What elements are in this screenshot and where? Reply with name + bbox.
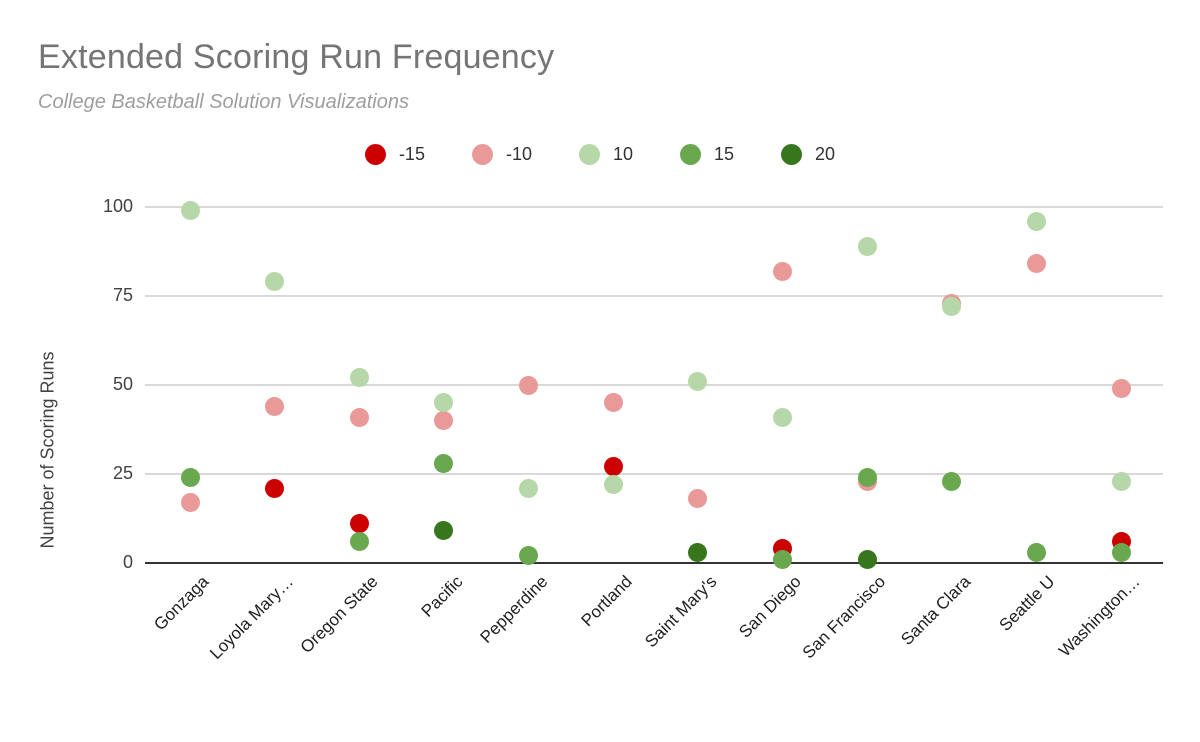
x-category-label: Washington… (1054, 572, 1144, 661)
legend-dot-icon (578, 144, 600, 165)
legend-label: 20 (815, 144, 836, 164)
chart-title: Extended Scoring Run Frequency (38, 38, 555, 76)
y-tick-label: 100 (102, 196, 133, 216)
data-point[interactable] (180, 492, 200, 512)
gridline (145, 206, 1163, 208)
legend-item-10[interactable]: 10 (578, 144, 633, 165)
data-point[interactable] (942, 297, 962, 317)
data-point[interactable] (603, 457, 623, 477)
data-point[interactable] (265, 478, 285, 498)
legend-item-20[interactable]: 20 (781, 144, 835, 165)
data-point[interactable] (688, 489, 708, 509)
data-point[interactable] (434, 521, 454, 541)
data-point[interactable] (349, 368, 369, 388)
data-point[interactable] (519, 478, 539, 498)
data-point[interactable] (434, 393, 454, 413)
x-category-label: Portland (577, 572, 636, 631)
data-point[interactable] (688, 371, 708, 391)
x-category-label: Seattle U (995, 572, 1059, 635)
data-point[interactable] (772, 261, 792, 281)
data-point[interactable] (772, 407, 792, 427)
data-point[interactable] (1111, 542, 1131, 562)
legend-item--15[interactable]: -15 (364, 144, 425, 165)
data-point[interactable] (180, 201, 200, 221)
data-point[interactable] (688, 542, 708, 562)
x-category-label: Saint Mary's (641, 572, 721, 652)
data-point[interactable] (349, 514, 369, 534)
y-tick-label: 75 (112, 285, 133, 305)
legend-item--10[interactable]: -10 (471, 144, 532, 165)
gridline (145, 295, 1163, 297)
chart-subtitle: College Basketball Solution Visualizatio… (38, 91, 409, 113)
x-category-label: San Diego (735, 572, 805, 642)
y-axis-title: Number of Scoring Runs (37, 351, 58, 549)
data-point[interactable] (434, 411, 454, 431)
x-category-label: San Francisco (799, 572, 890, 663)
data-point[interactable] (519, 546, 539, 566)
legend-dot-icon (781, 144, 803, 165)
data-point[interactable] (1111, 471, 1131, 491)
x-category-label: Loyola Mary… (206, 572, 298, 663)
data-point[interactable] (857, 549, 877, 569)
y-tick-label: 25 (112, 463, 133, 483)
data-point[interactable] (1026, 542, 1046, 562)
gridline (145, 384, 1163, 386)
data-point[interactable] (1026, 211, 1046, 231)
data-point[interactable] (265, 396, 285, 416)
legend-label: 15 (714, 144, 735, 164)
data-point[interactable] (603, 475, 623, 495)
x-category-label: Pacific (417, 572, 467, 621)
x-axis-baseline (145, 562, 1163, 564)
legend-label: -15 (398, 144, 425, 164)
x-category-label: Pepperdine (476, 572, 551, 647)
legend: -15 -10 10 15 20 (0, 144, 1200, 165)
data-point[interactable] (349, 532, 369, 552)
data-point[interactable] (180, 468, 200, 488)
data-point[interactable] (772, 549, 792, 569)
legend-dot-icon (364, 144, 386, 165)
x-category-label: Gonzaga (150, 572, 213, 635)
data-point[interactable] (857, 236, 877, 256)
data-point[interactable] (519, 375, 539, 395)
data-point[interactable] (857, 468, 877, 488)
legend-dot-icon (471, 144, 493, 165)
data-point[interactable] (349, 407, 369, 427)
data-point[interactable] (434, 453, 454, 473)
x-category-label: Santa Clara (897, 572, 975, 649)
data-point[interactable] (265, 272, 285, 292)
y-tick-label: 0 (122, 552, 133, 572)
legend-dot-icon (680, 144, 701, 165)
legend-label: 10 (612, 144, 633, 164)
data-point[interactable] (1026, 254, 1046, 274)
data-point[interactable] (942, 471, 962, 491)
legend-item-15[interactable]: 15 (680, 144, 734, 165)
y-tick-label: 50 (112, 374, 133, 394)
data-point[interactable] (603, 393, 623, 413)
data-point[interactable] (1111, 379, 1131, 399)
x-category-label: Oregon State (296, 572, 382, 657)
gridline (145, 473, 1163, 475)
legend-label: -10 (505, 144, 532, 164)
